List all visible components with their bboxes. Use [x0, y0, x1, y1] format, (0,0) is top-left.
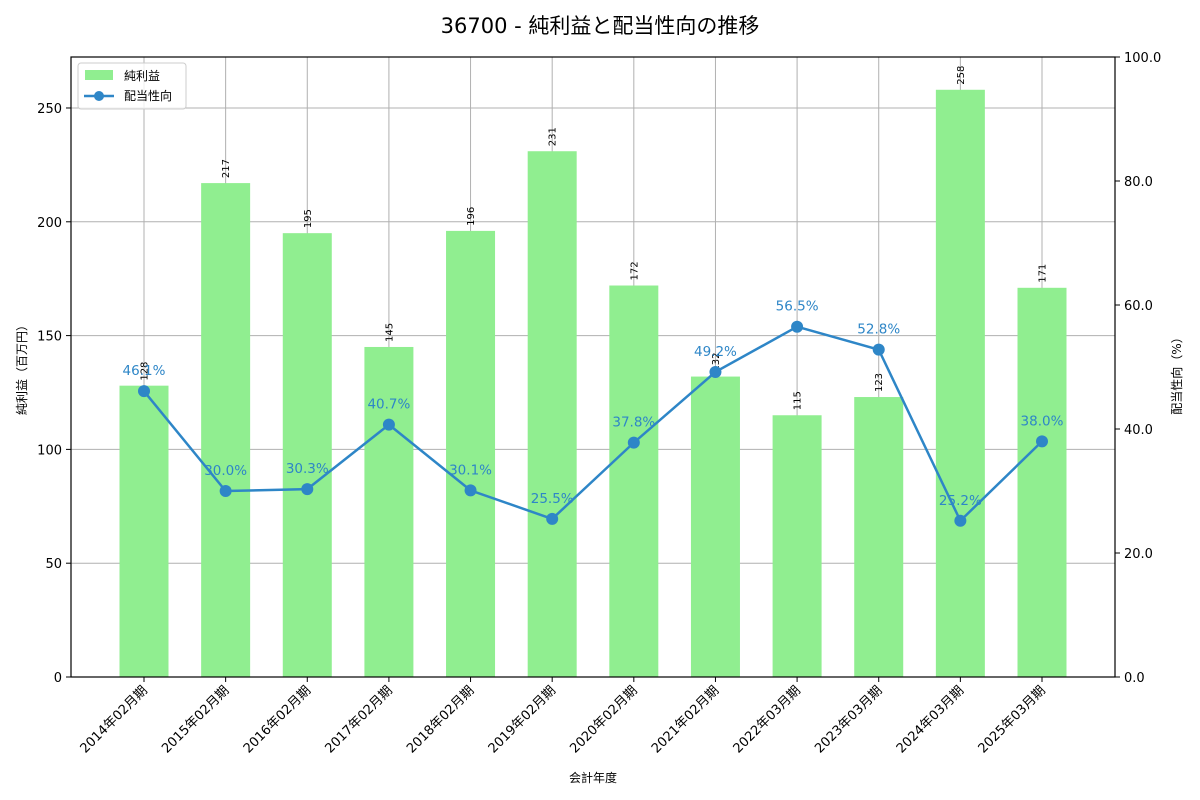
- bar: [854, 397, 904, 677]
- legend-label-net-income: 純利益: [124, 69, 160, 83]
- right-tick-label: 80.0: [1124, 175, 1153, 190]
- bar-value-label: 196: [466, 207, 477, 226]
- line-marker: [1036, 435, 1048, 448]
- line-marker: [382, 418, 395, 431]
- payout-ratio-label: 52.8%: [857, 322, 900, 338]
- chart-title: 36700 - 純利益と配当性向の推移: [441, 14, 760, 38]
- x-tick-label: 2025年03月期: [976, 683, 1049, 756]
- bar: [364, 346, 414, 677]
- bar-value-labels: 128 217 195 145 196 231 172 132 115 123 258 171: [140, 66, 1049, 411]
- line-marker: [219, 485, 232, 497]
- left-tick-label: 250: [37, 102, 62, 117]
- payout-ratio-label: 40.7%: [367, 397, 410, 413]
- bar: [446, 230, 496, 677]
- left-axis-label: 純利益（百万円）: [15, 319, 29, 415]
- bar-value-label: 217: [221, 159, 232, 178]
- line-value-labels: 46.1% 30.0% 30.3% 40.7% 30.1% 25.5% 37.8% 49.2%…: [123, 299, 1064, 509]
- x-tick-label: 2019年02月期: [486, 683, 559, 756]
- bar-value-label: 115: [793, 391, 804, 410]
- bar: [772, 415, 822, 677]
- right-axis-label: 配当性向（%）: [1169, 331, 1184, 414]
- right-tick-label: 60.0: [1124, 299, 1153, 314]
- legend-line-marker: [94, 91, 104, 101]
- payout-ratio-label: 30.0%: [204, 463, 247, 479]
- bar-value-label: 172: [629, 261, 640, 280]
- payout-ratio-label: 30.1%: [449, 462, 492, 478]
- x-tick-label: 2018年02月期: [404, 683, 477, 756]
- payout-ratio-line: [143, 325, 1043, 523]
- x-tick-label: 2022年03月期: [731, 683, 804, 756]
- payout-ratio-label: 49.2%: [694, 344, 737, 360]
- left-axis: 0 50 100 150 200 250: [37, 102, 71, 686]
- line-marker: [791, 320, 804, 333]
- x-tick-label: 2016年02月期: [241, 683, 314, 756]
- line-marker: [464, 484, 477, 497]
- bar-value-label: 171: [1038, 264, 1049, 283]
- bar: [690, 376, 740, 677]
- left-tick-label: 100: [37, 443, 62, 458]
- right-tick-label: 100.0: [1124, 51, 1161, 66]
- bar-series: [119, 89, 1067, 678]
- bar: [201, 183, 251, 677]
- line-marker: [301, 483, 314, 496]
- payout-ratio-label: 37.8%: [612, 415, 655, 431]
- payout-ratio-label: 46.1%: [123, 363, 166, 379]
- x-tick-label: 2024年03月期: [894, 683, 967, 756]
- bar-value-label: 123: [874, 373, 885, 392]
- left-tick-label: 200: [37, 216, 62, 231]
- bar: [282, 233, 332, 677]
- x-tick-label: 2021年02月期: [649, 683, 722, 756]
- legend: 純利益 配当性向: [77, 62, 187, 110]
- payout-ratio-label: 56.5%: [776, 299, 819, 315]
- bar-value-label: 231: [548, 127, 559, 146]
- bar: [119, 385, 169, 677]
- right-axis: 0.0 20.0 40.0 60.0 80.0 100.0: [1115, 51, 1161, 686]
- x-axis-label: 会計年度: [569, 770, 617, 785]
- left-tick-label: 50: [45, 557, 62, 572]
- line-marker: [872, 343, 885, 356]
- line-series: [138, 320, 1048, 527]
- line-marker: [546, 512, 559, 525]
- bar-value-label: 128: [140, 362, 151, 381]
- line-marker: [138, 385, 150, 398]
- x-tick-label: 2023年03月期: [812, 683, 885, 756]
- bar-value-label: 258: [956, 66, 967, 85]
- x-tick-label: 2017年02月期: [322, 683, 395, 756]
- left-tick-label: 150: [37, 330, 62, 345]
- bar: [609, 285, 659, 677]
- payout-ratio-label: 25.2%: [939, 493, 982, 509]
- right-tick-label: 20.0: [1124, 547, 1153, 562]
- payout-ratio-label: 38.0%: [1021, 413, 1064, 429]
- line-marker: [709, 365, 722, 378]
- bar: [527, 151, 577, 678]
- bar: [935, 89, 985, 677]
- x-tick-label: 2020年02月期: [567, 683, 640, 756]
- x-tick-label: 2014年02月期: [78, 683, 151, 756]
- x-axis: 2014年02月期 2015年02月期 2016年02月期 2017年02月期 2018…: [78, 677, 1049, 757]
- bar-value-label: 132: [711, 352, 722, 371]
- payout-ratio-label: 25.5%: [531, 491, 574, 507]
- bar-value-label: 195: [303, 209, 314, 228]
- left-tick-label: 0: [54, 671, 62, 686]
- bar-value-label: 145: [384, 323, 395, 342]
- right-tick-label: 40.0: [1124, 423, 1153, 438]
- line-marker: [954, 514, 967, 527]
- plot-frame: [70, 56, 1116, 678]
- legend-bar-swatch: [85, 70, 113, 80]
- x-tick-label: 2015年02月期: [159, 683, 232, 756]
- bar: [1017, 287, 1067, 677]
- legend-label-payout-ratio: 配当性向: [124, 88, 172, 103]
- payout-ratio-label: 30.3%: [286, 461, 329, 477]
- line-marker: [627, 436, 640, 449]
- right-tick-label: 0.0: [1124, 671, 1145, 686]
